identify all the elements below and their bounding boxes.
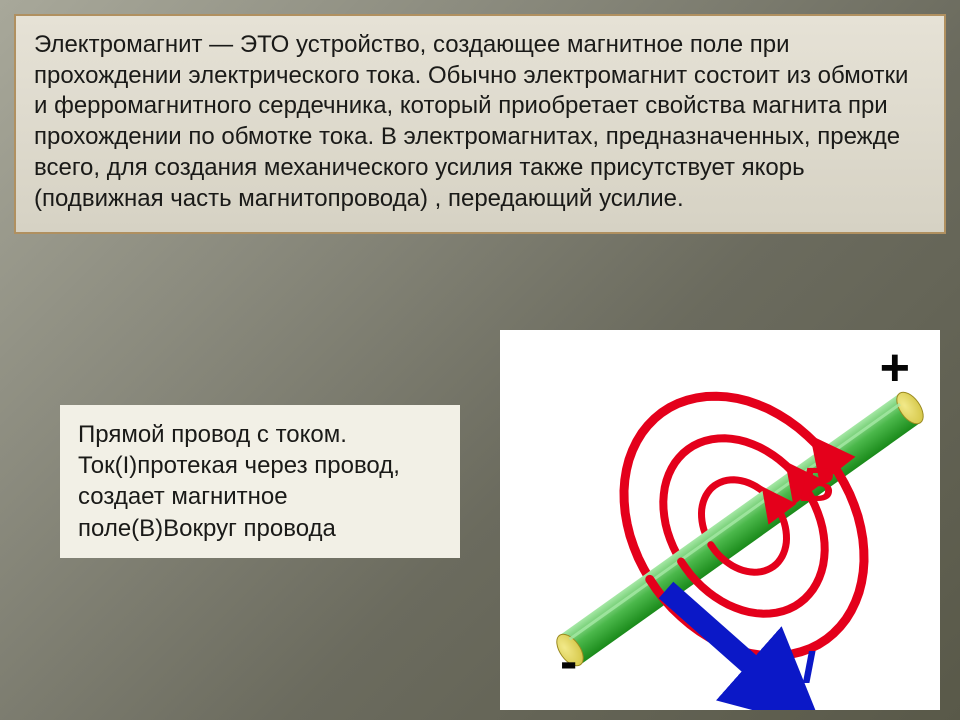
definition-text: Электромагнит — ЭТО устройство, создающе…	[34, 31, 908, 212]
caption-box: Прямой провод с током. Ток(I)протекая че…	[60, 405, 460, 558]
minus-label: -	[560, 632, 577, 692]
i-label: I	[802, 640, 815, 694]
definition-box: Электромагнит — ЭТО устройство, создающе…	[14, 14, 946, 234]
b-label: B	[800, 458, 835, 513]
plus-label: +	[880, 338, 910, 398]
caption-text: Прямой провод с током. Ток(I)протекая че…	[78, 421, 400, 542]
wire-field-diagram: + - B I	[500, 330, 940, 710]
